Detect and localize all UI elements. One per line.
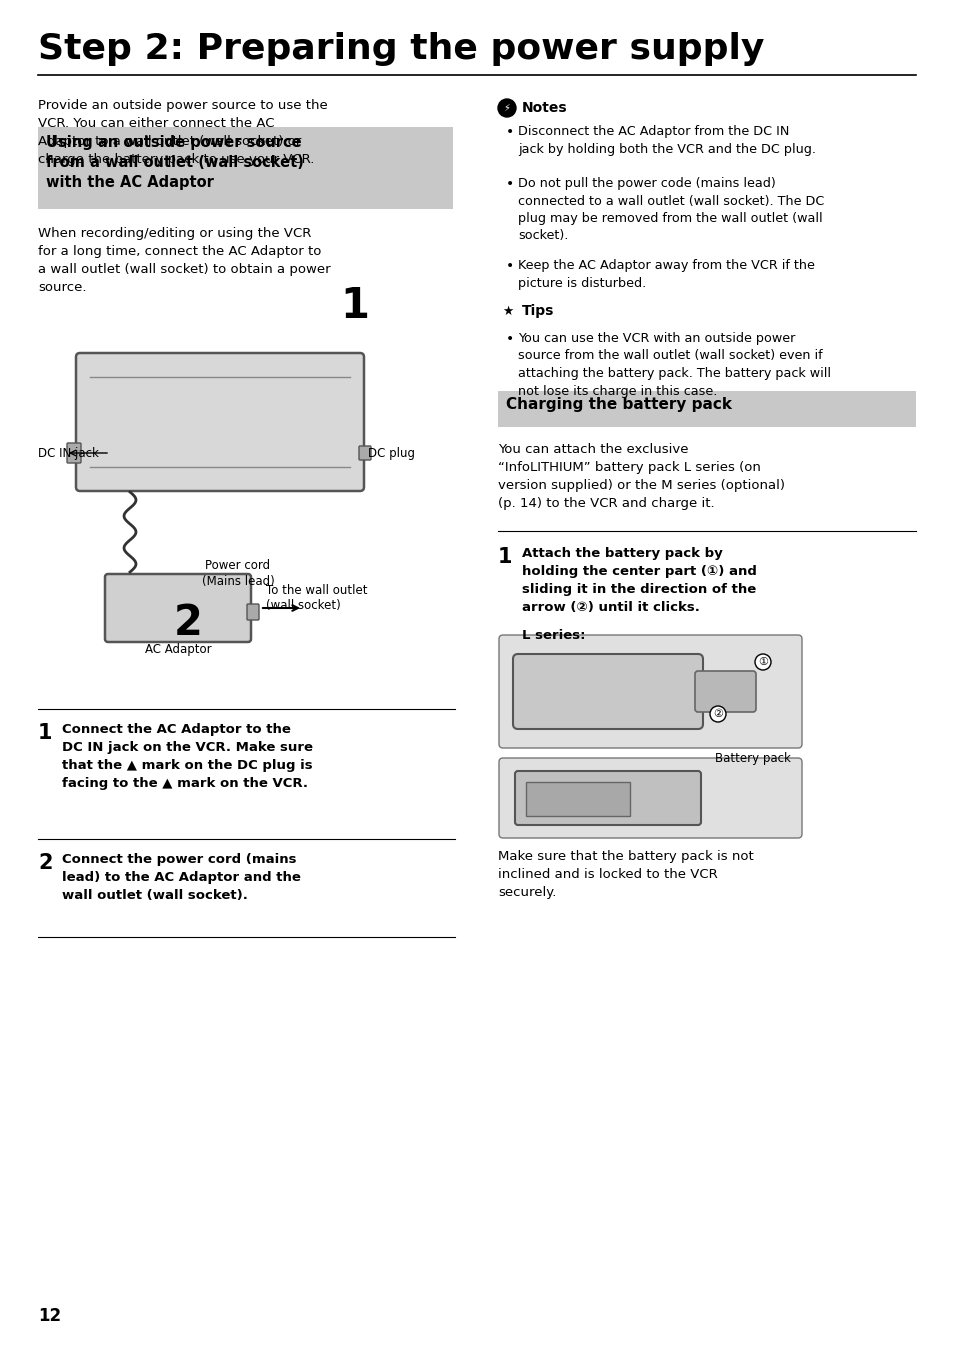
Text: 2: 2 [38,854,52,873]
Text: Provide an outside power source to use the
VCR. You can either connect the AC
Ad: Provide an outside power source to use t… [38,99,328,166]
Text: Charging the battery pack: Charging the battery pack [505,398,731,413]
FancyBboxPatch shape [525,782,629,816]
Text: DC plug: DC plug [368,446,415,460]
Text: 1: 1 [38,723,52,744]
FancyBboxPatch shape [515,771,700,825]
Text: ★: ★ [501,304,513,318]
Text: ②: ② [712,708,722,719]
FancyBboxPatch shape [498,635,801,748]
Text: 2: 2 [173,603,202,645]
Text: Step 2: Preparing the power supply: Step 2: Preparing the power supply [38,33,763,66]
Text: DC IN jack: DC IN jack [38,446,99,460]
Text: •: • [505,259,514,273]
Text: •: • [505,176,514,191]
Text: Notes: Notes [521,100,567,115]
FancyBboxPatch shape [513,654,702,729]
Text: Make sure that the battery pack is not
inclined and is locked to the VCR
securel: Make sure that the battery pack is not i… [497,849,753,898]
Circle shape [754,654,770,670]
Text: Power cord
(Mains lead): Power cord (Mains lead) [201,559,274,588]
Text: L series:: L series: [521,630,585,642]
Text: You can use the VCR with an outside power
source from the wall outlet (wall sock: You can use the VCR with an outside powe… [517,332,830,398]
Text: Disconnect the AC Adaptor from the DC IN
jack by holding both the VCR and the DC: Disconnect the AC Adaptor from the DC IN… [517,125,815,156]
FancyBboxPatch shape [76,353,364,491]
Text: To the wall outlet
(wall socket): To the wall outlet (wall socket) [266,584,367,612]
Circle shape [497,99,516,117]
Text: 1: 1 [340,285,369,327]
Circle shape [709,706,725,722]
FancyBboxPatch shape [67,442,81,463]
Text: Attach the battery pack by
holding the center part (①) and
sliding it in the dir: Attach the battery pack by holding the c… [521,547,756,613]
FancyBboxPatch shape [247,604,258,620]
Text: •: • [505,332,514,346]
Text: Keep the AC Adaptor away from the VCR if the
picture is disturbed.: Keep the AC Adaptor away from the VCR if… [517,259,814,289]
Text: Connect the AC Adaptor to the
DC IN jack on the VCR. Make sure
that the ▲ mark o: Connect the AC Adaptor to the DC IN jack… [62,723,313,790]
FancyBboxPatch shape [358,446,371,460]
FancyBboxPatch shape [695,670,755,712]
Text: Battery pack: Battery pack [715,752,790,765]
FancyBboxPatch shape [498,759,801,839]
FancyBboxPatch shape [38,128,453,209]
Text: Do not pull the power code (mains lead)
connected to a wall outlet (wall socket): Do not pull the power code (mains lead) … [517,176,823,243]
Text: When recording/editing or using the VCR
for a long time, connect the AC Adaptor : When recording/editing or using the VCR … [38,227,331,294]
Text: 12: 12 [38,1307,61,1324]
Text: Tips: Tips [521,304,554,318]
Text: AC Adaptor: AC Adaptor [145,643,212,655]
Text: ⚡: ⚡ [503,103,510,113]
Text: 1: 1 [497,547,512,567]
Text: You can attach the exclusive
“InfoLITHIUM” battery pack L series (on
version sup: You can attach the exclusive “InfoLITHIU… [497,442,784,510]
Text: Using an outside power source
from a wall outlet (wall socket)
with the AC Adapt: Using an outside power source from a wal… [46,134,304,190]
Text: Connect the power cord (mains
lead) to the AC Adaptor and the
wall outlet (wall : Connect the power cord (mains lead) to t… [62,854,300,902]
FancyBboxPatch shape [497,391,915,427]
FancyBboxPatch shape [105,574,251,642]
Text: ①: ① [758,657,767,668]
Text: •: • [505,125,514,138]
